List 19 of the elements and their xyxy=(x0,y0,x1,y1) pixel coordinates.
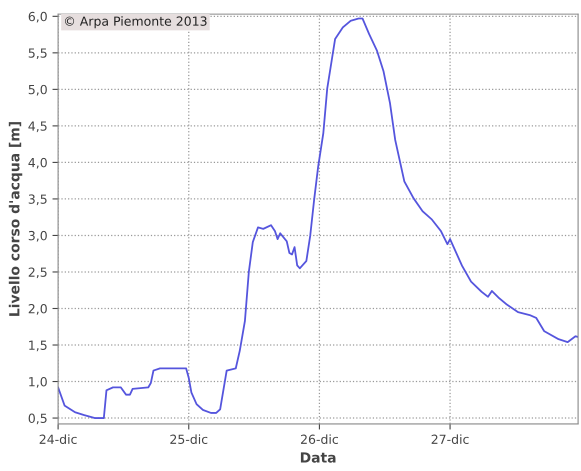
x-tick-label: 24-dic xyxy=(40,434,77,444)
y-tick-label: 0,5 xyxy=(28,414,47,424)
y-tick-label: 1,0 xyxy=(29,377,47,388)
y-tick-label: 5,5 xyxy=(28,48,47,60)
y-tick-label: 6,0 xyxy=(28,12,47,23)
x-tick-label: 26-dic xyxy=(300,434,338,444)
x-tick-label: 27-dic xyxy=(432,434,469,444)
y-axis-title: Livello corso d'acqua [m] xyxy=(8,122,22,316)
y-tick-label: 3,0 xyxy=(28,230,47,242)
annotation: © Arpa Piemonte 2013 xyxy=(65,16,207,28)
y-tick-label: 1,5 xyxy=(29,340,47,352)
y-tick-label: 3,5 xyxy=(28,194,47,206)
y-tick-label: 5,0 xyxy=(28,84,47,96)
x-tick-label: 25-dic xyxy=(170,434,208,444)
y-tick-label: 4,5 xyxy=(28,122,47,132)
y-tick-label: 2,0 xyxy=(28,304,47,315)
x-axis-title: Data xyxy=(300,452,336,463)
y-tick-label: 2,5 xyxy=(28,267,47,278)
y-tick-label: 4,0 xyxy=(28,158,47,169)
